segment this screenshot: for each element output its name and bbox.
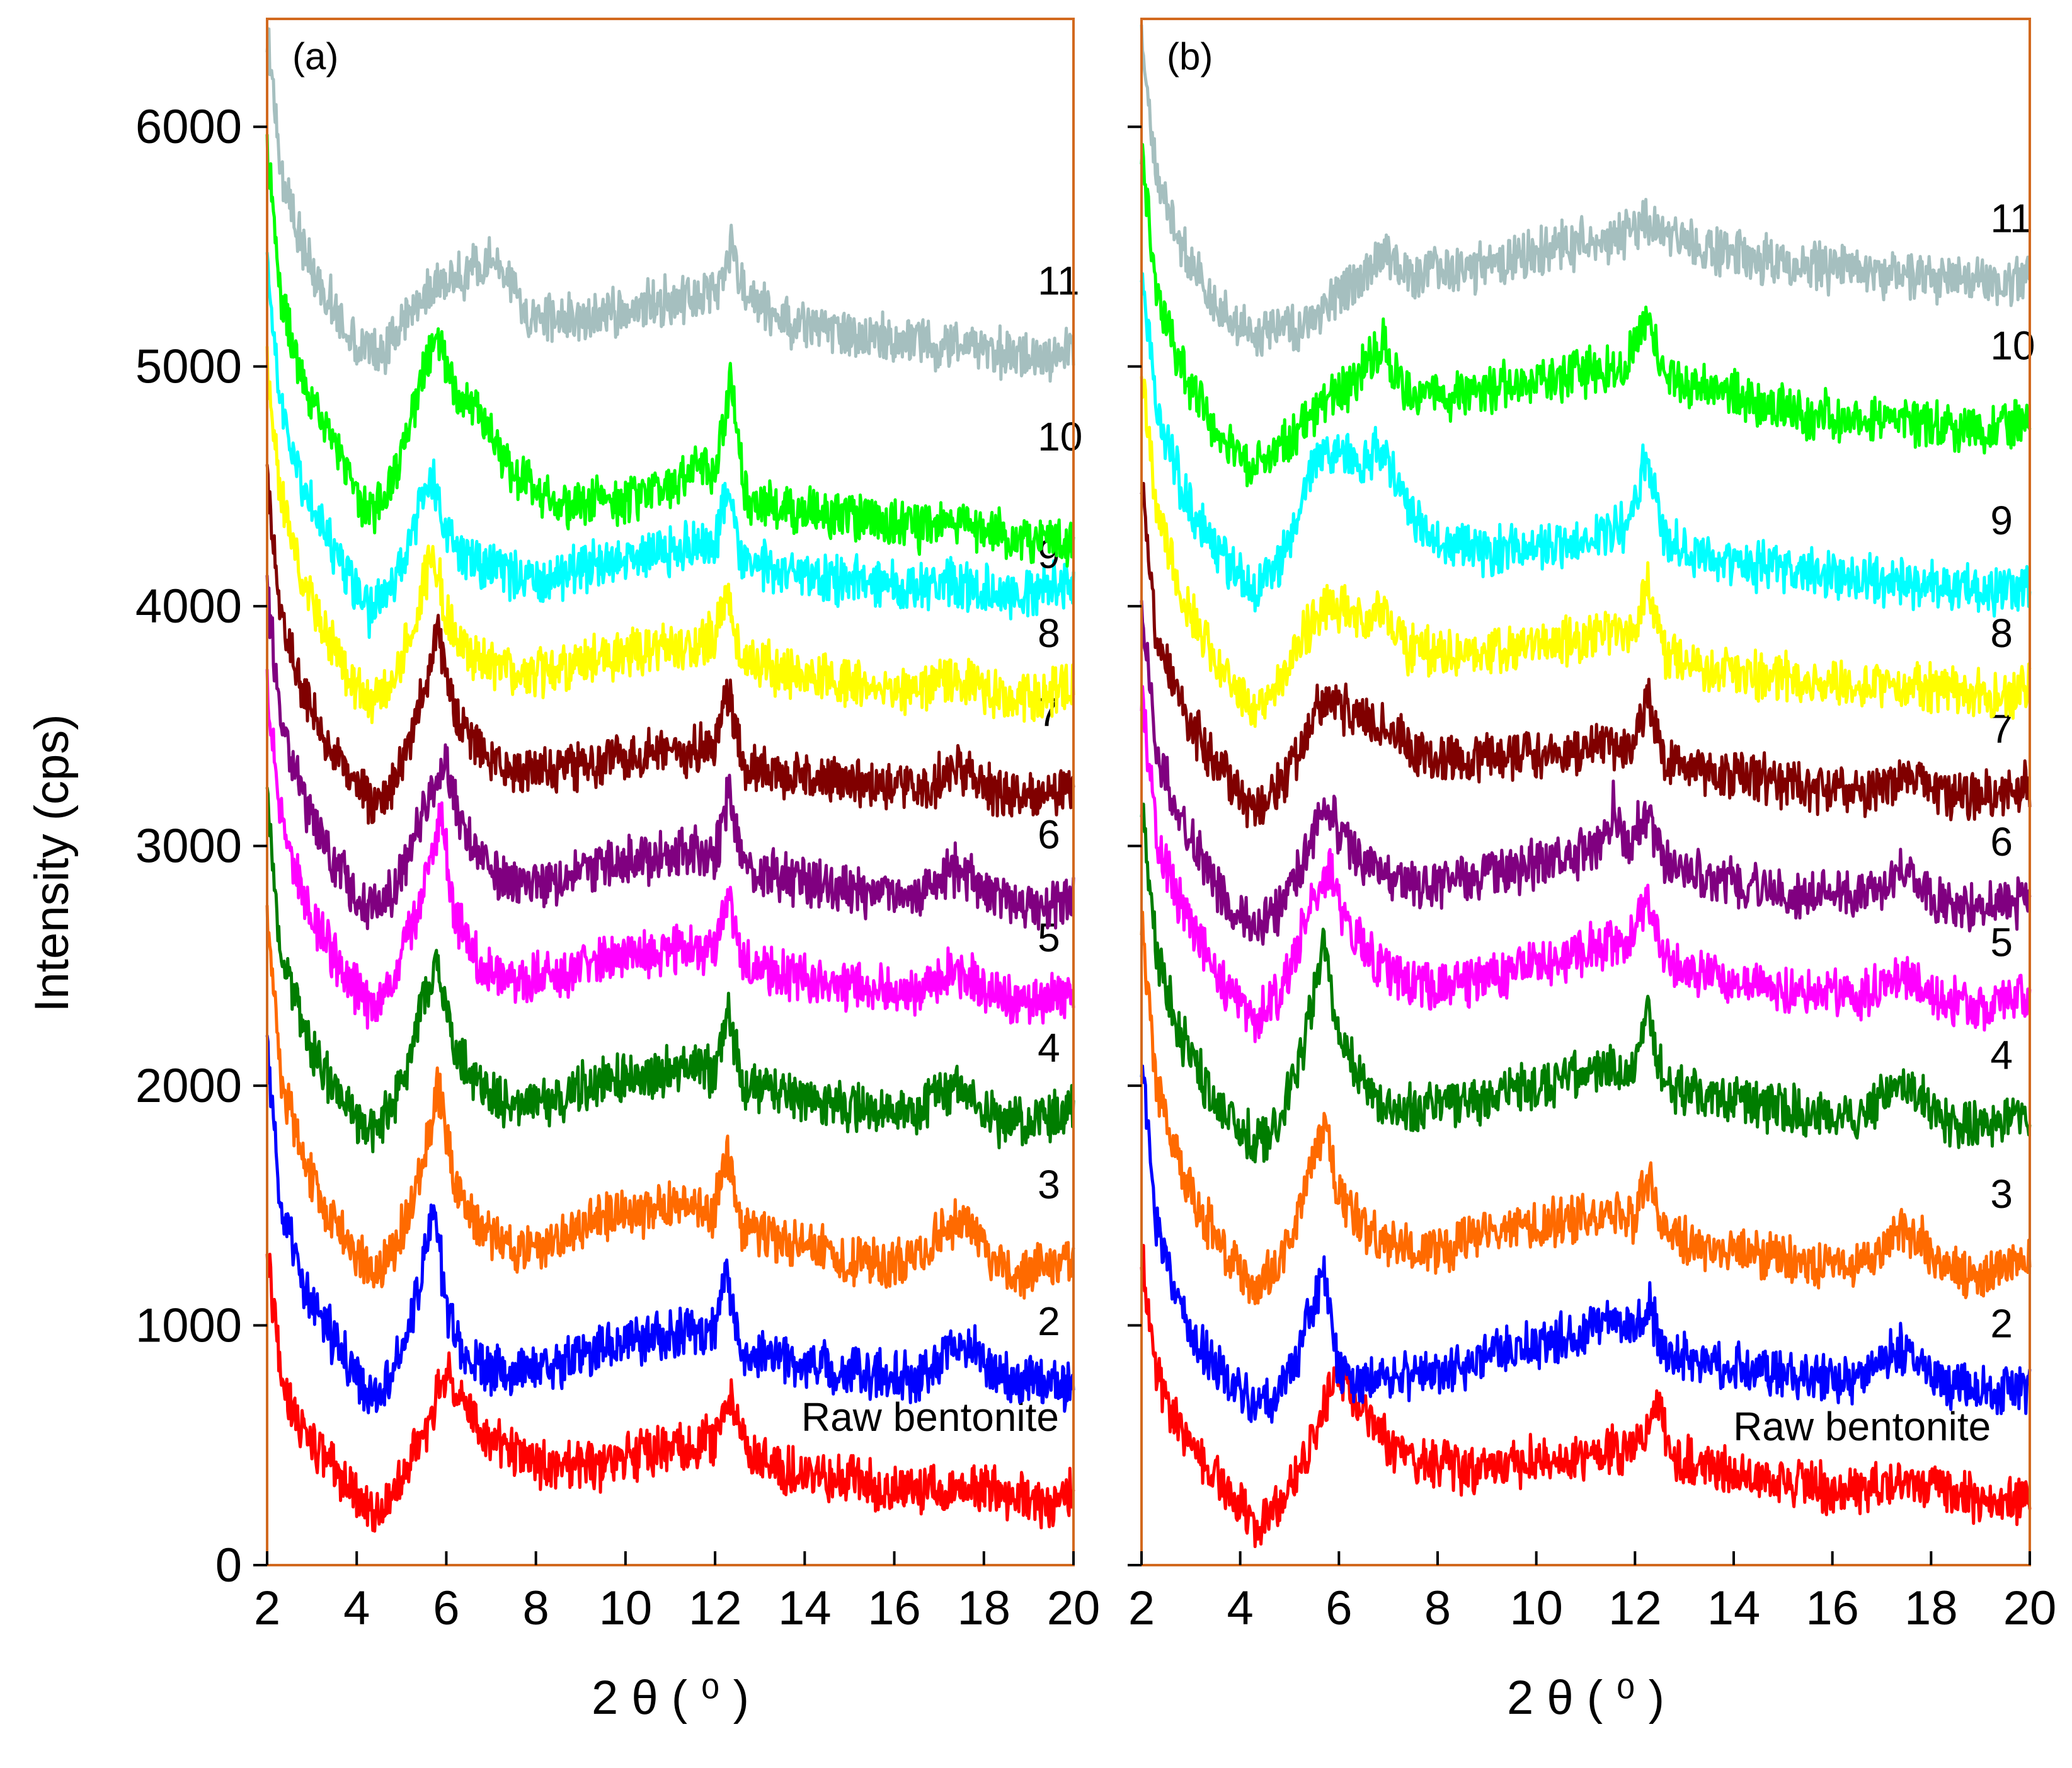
series-line-b-8 [1140, 376, 2032, 728]
series-line-b-9 [1140, 272, 2032, 618]
series-line-a-4 [265, 787, 1075, 1154]
x-tick-label-a-14: 14 [778, 1581, 832, 1635]
x-tick-label-b-18: 18 [1904, 1581, 1958, 1635]
curve-label-b-8: 8 [1990, 611, 2013, 656]
panel-a-x-axis-title: 2 θ ( ⁰ ) [592, 1671, 749, 1725]
panel-a-frame [266, 18, 1075, 1566]
series-line-b-raw-bentonite [1140, 1244, 2032, 1548]
x-tick-label-a-10: 10 [599, 1581, 653, 1635]
x-tick-label-b-12: 12 [1608, 1581, 1662, 1635]
y-tick-label-2000: 2000 [135, 1059, 242, 1113]
y-tick-label-3000: 3000 [135, 820, 242, 873]
x-tick-label-a-2: 2 [254, 1581, 280, 1635]
x-tick-label-b-4: 4 [1227, 1581, 1254, 1635]
x-tick-label-b-8: 8 [1424, 1581, 1451, 1635]
series-line-a-10 [265, 134, 1075, 568]
panel-b-label: (b) [1167, 35, 1213, 77]
curve-label-a-raw-bentonite: Raw bentonite [801, 1394, 1059, 1440]
panel-b-ticks: 2 4 6 8 10 12 14 16 18 20 [1128, 125, 2057, 1635]
series-line-a-7 [265, 464, 1075, 825]
x-tick-label-a-12: 12 [689, 1581, 742, 1635]
x-tick-label-b-10: 10 [1509, 1581, 1563, 1635]
series-line-b-2 [1140, 1064, 2032, 1424]
curve-label-a-6: 6 [1038, 812, 1060, 857]
series-line-a-raw-bentonite [265, 1253, 1075, 1533]
panel-b-x-axis-title: 2 θ ( ⁰ ) [1507, 1671, 1664, 1725]
x-tick-label-a-4: 4 [343, 1581, 370, 1635]
x-tick-label-b-20: 20 [2003, 1581, 2057, 1635]
x-tick-label-a-18: 18 [958, 1581, 1011, 1635]
panel-a-ticks: 2 4 6 8 10 12 14 16 18 20 0 1000 2000 3000 4000 5000 600… [135, 100, 1100, 1635]
series-line-b-11 [1140, 25, 2032, 357]
panel-b-frame [1140, 18, 2031, 1566]
curve-label-b-raw-bentonite: Raw bentonite [1733, 1404, 1991, 1449]
series-line-b-3 [1140, 910, 2032, 1306]
series-line-a-6 [265, 575, 1075, 931]
curve-label-a-10: 10 [1038, 414, 1082, 459]
curve-label-b-11: 11 [1990, 196, 2032, 241]
y-tick-label-6000: 6000 [135, 100, 242, 154]
y-tick-label-0: 0 [215, 1539, 242, 1592]
curve-label-b-4: 4 [1990, 1032, 2013, 1077]
curve-label-b-10: 10 [1990, 323, 2035, 368]
curve-label-b-6: 6 [1990, 819, 2013, 864]
y-tick-label-4000: 4000 [135, 580, 242, 633]
panel-a-label: (a) [292, 35, 338, 77]
x-tick-label-b-2: 2 [1128, 1581, 1155, 1635]
series-line-b-10 [1140, 143, 2032, 488]
y-axis-title: Intensity (cps) [25, 714, 79, 1012]
curve-label-b-9: 9 [1990, 498, 2013, 543]
x-tick-label-a-6: 6 [433, 1581, 459, 1635]
series-line-b-4 [1140, 802, 2032, 1164]
curve-label-a-2: 2 [1038, 1299, 1060, 1344]
x-tick-label-b-6: 6 [1325, 1581, 1352, 1635]
series-line-b-6 [1140, 600, 2032, 946]
curve-label-b-3: 3 [1990, 1171, 2013, 1217]
series-line-a-5 [265, 669, 1075, 1030]
x-tick-label-a-8: 8 [523, 1581, 549, 1635]
series-line-b-7 [1140, 481, 2032, 829]
x-tick-label-b-16: 16 [1806, 1581, 1859, 1635]
x-tick-label-a-16: 16 [867, 1581, 921, 1635]
x-tick-label-a-20: 20 [1047, 1581, 1101, 1635]
curve-label-b-2: 2 [1990, 1301, 2013, 1346]
x-tick-label-b-14: 14 [1707, 1581, 1761, 1635]
y-tick-label-5000: 5000 [135, 340, 242, 394]
series-line-b-5 [1140, 685, 2032, 1043]
curve-label-a-4: 4 [1038, 1025, 1060, 1071]
curve-label-a-3: 3 [1038, 1162, 1060, 1207]
series-line-a-8 [265, 346, 1075, 725]
y-tick-label-1000: 1000 [135, 1299, 242, 1353]
curve-label-a-8: 8 [1038, 611, 1060, 656]
series-line-a-2 [265, 1035, 1075, 1415]
series-line-a-3 [265, 905, 1075, 1300]
series-line-a-9 [265, 252, 1075, 640]
curve-label-b-5: 5 [1990, 920, 2013, 965]
series-line-a-11 [265, 27, 1075, 383]
